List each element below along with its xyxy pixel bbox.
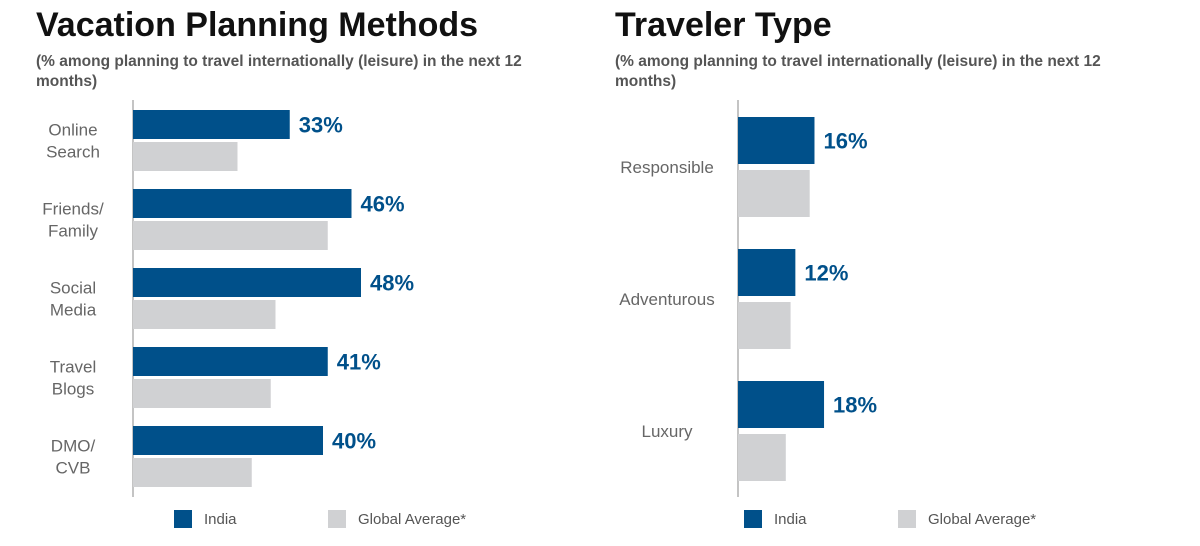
bar-india	[133, 189, 352, 218]
chart-title: Vacation Planning Methods	[36, 6, 479, 44]
bar-india	[133, 426, 323, 455]
bar-india	[133, 268, 361, 297]
category-label: Responsible	[620, 158, 714, 177]
data-label-india: 16%	[823, 129, 867, 154]
data-label-india: 48%	[370, 271, 414, 296]
category-label: Adventurous	[619, 290, 714, 309]
legend-item-global: Global Average*	[898, 510, 1036, 528]
traveler-type-bar-chart: 16% Responsible 12% Adventurous 18% Luxury	[619, 100, 877, 497]
category-label: Search	[46, 143, 100, 162]
bar-india	[133, 110, 290, 139]
legend-swatch-global	[898, 510, 916, 528]
bar-global	[133, 300, 276, 329]
category-label: CVB	[56, 459, 91, 478]
category-label: Luxury	[641, 422, 693, 441]
category-label: Family	[48, 222, 99, 241]
legend-item-global: Global Average*	[328, 510, 466, 528]
legend-label-india: India	[774, 510, 807, 528]
data-label-india: 33%	[299, 113, 343, 138]
data-label-india: 40%	[332, 429, 376, 454]
vacation-planning-panel: Vacation Planning Methods (% among plann…	[36, 6, 522, 528]
legend-swatch-india	[174, 510, 192, 528]
legend-swatch-india	[744, 510, 762, 528]
chart-subtitle: (% among planning to travel internationa…	[615, 53, 1101, 90]
chart-title: Traveler Type	[615, 6, 832, 44]
category-label: Blogs	[52, 380, 95, 399]
bar-global	[738, 302, 791, 349]
bar-india	[738, 249, 796, 296]
category-label: Media	[50, 301, 97, 320]
data-label-india: 18%	[833, 393, 877, 418]
legend-label-global: Global Average*	[928, 510, 1037, 528]
vacation-planning-bar-chart: 33% Online Search 46% Friends/Family 48% Socia…	[42, 100, 414, 497]
bar-global	[133, 142, 238, 171]
chart-subtitle: (% among planning to travel internationa…	[36, 53, 522, 90]
bar-india	[738, 117, 815, 164]
category-label: Online	[48, 121, 97, 140]
data-label-india: 41%	[337, 350, 381, 375]
bar-global	[133, 379, 271, 408]
legend-item-india: India	[174, 510, 237, 528]
legend-label-global: Global Average*	[358, 510, 467, 528]
traveler-type-panel: Traveler Type (% among planning to trave…	[600, 0, 1200, 546]
data-label-india: 46%	[361, 192, 405, 217]
bar-global	[133, 458, 252, 487]
legend-swatch-global	[328, 510, 346, 528]
bar-global	[133, 221, 328, 250]
bar-global	[738, 170, 810, 217]
category-label: DMO/	[51, 437, 96, 456]
legend-item-india: India	[744, 510, 807, 528]
legend-label-india: India	[204, 510, 237, 528]
category-label: Friends/	[42, 200, 104, 219]
category-label: Travel	[50, 358, 97, 377]
bar-global	[738, 434, 786, 481]
data-label-india: 12%	[804, 261, 848, 286]
bar-india	[133, 347, 328, 376]
bar-india	[738, 381, 825, 428]
category-label: Social	[50, 279, 96, 298]
